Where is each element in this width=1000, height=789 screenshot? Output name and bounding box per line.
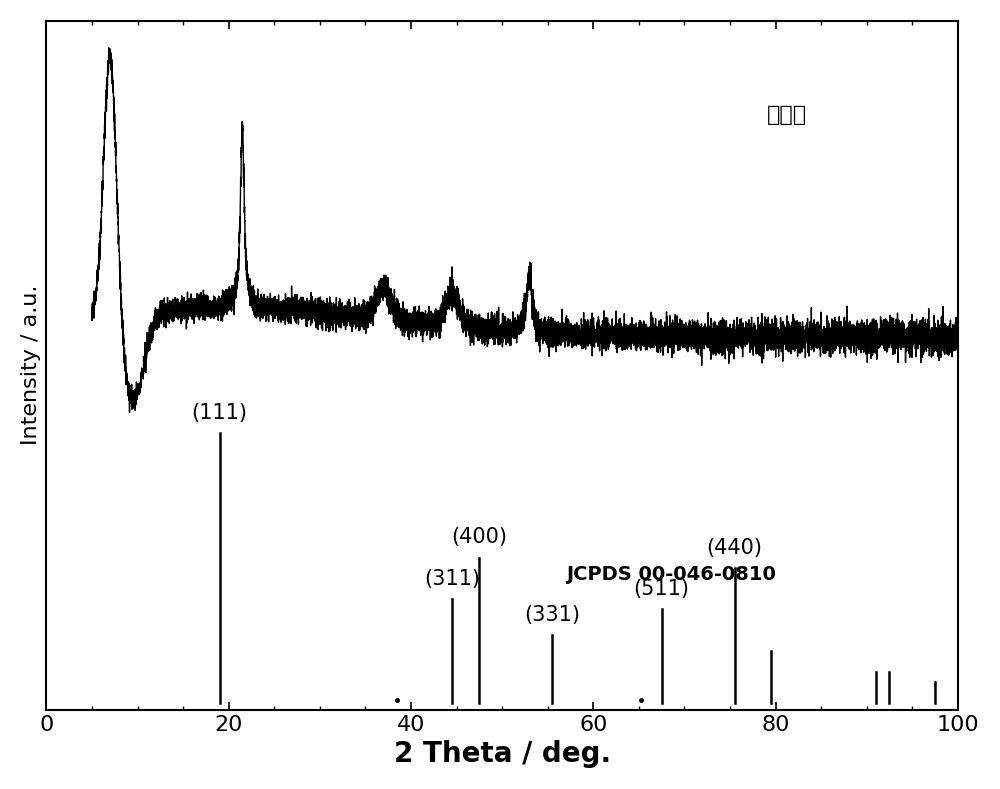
Text: (400): (400)	[451, 527, 507, 548]
X-axis label: 2 Theta / deg.: 2 Theta / deg.	[394, 740, 611, 768]
Y-axis label: Intensity / a.u.: Intensity / a.u.	[21, 285, 41, 446]
Text: (311): (311)	[424, 569, 480, 589]
Text: (440): (440)	[707, 538, 763, 558]
Text: (511): (511)	[634, 579, 690, 600]
Text: (111): (111)	[192, 402, 248, 423]
Text: (331): (331)	[524, 605, 580, 626]
Text: JCPDS 00-046-0810: JCPDS 00-046-0810	[566, 565, 776, 584]
Text: 掺钓样: 掺钓样	[766, 106, 807, 125]
